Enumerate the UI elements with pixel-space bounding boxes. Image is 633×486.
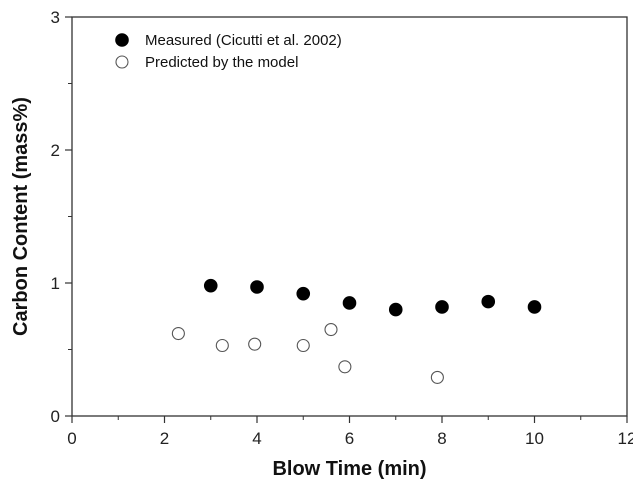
y-axis-title: Carbon Content (mass%): [10, 97, 32, 336]
axes-frame: [71, 16, 628, 417]
x-axis-ticks: 0 2 4 6 8 10 12: [67, 416, 633, 448]
predicted-point: [171, 326, 185, 341]
measured-point: [435, 300, 449, 314]
x-tick-label: 12: [618, 429, 633, 448]
y-tick-label: 2: [51, 141, 60, 160]
x-tick-label: 10: [525, 429, 544, 448]
predicted-point: [430, 370, 444, 384]
predicted-point: [324, 322, 338, 337]
predicted-point: [296, 338, 310, 353]
legend-label-measured: Measured (Cicutti et al. 2002): [145, 32, 342, 49]
measured-point: [527, 300, 542, 314]
measured-point: [296, 286, 311, 301]
x-tick-label: 4: [252, 429, 261, 448]
measured-point: [481, 294, 496, 309]
y-tick-label: 1: [51, 274, 60, 293]
y-tick-label: 0: [51, 407, 60, 426]
x-tick-label: 0: [67, 429, 76, 448]
plot-border: [71, 16, 628, 417]
predicted-point: [338, 360, 352, 374]
legend-marker-predicted: [115, 55, 129, 69]
measured-point: [203, 278, 218, 293]
x-tick-label: 6: [345, 429, 354, 448]
x-axis-title: Blow Time (min): [272, 458, 426, 480]
y-tick-label: 3: [51, 8, 60, 27]
measured-point: [388, 302, 403, 317]
measured-point: [342, 296, 357, 310]
data-points: [171, 278, 542, 384]
legend-label-predicted: Predicted by the model: [145, 54, 298, 71]
legend: Measured (Cicutti et al. 2002) Predicted…: [115, 32, 342, 71]
y-axis-ticks: 0 1 2 3: [51, 8, 72, 426]
x-tick-label: 2: [160, 429, 169, 448]
x-tick-label: 8: [437, 429, 446, 448]
predicted-point: [215, 338, 229, 353]
predicted-point: [248, 337, 262, 351]
legend-marker-measured: [115, 33, 129, 47]
measured-point: [250, 280, 264, 294]
